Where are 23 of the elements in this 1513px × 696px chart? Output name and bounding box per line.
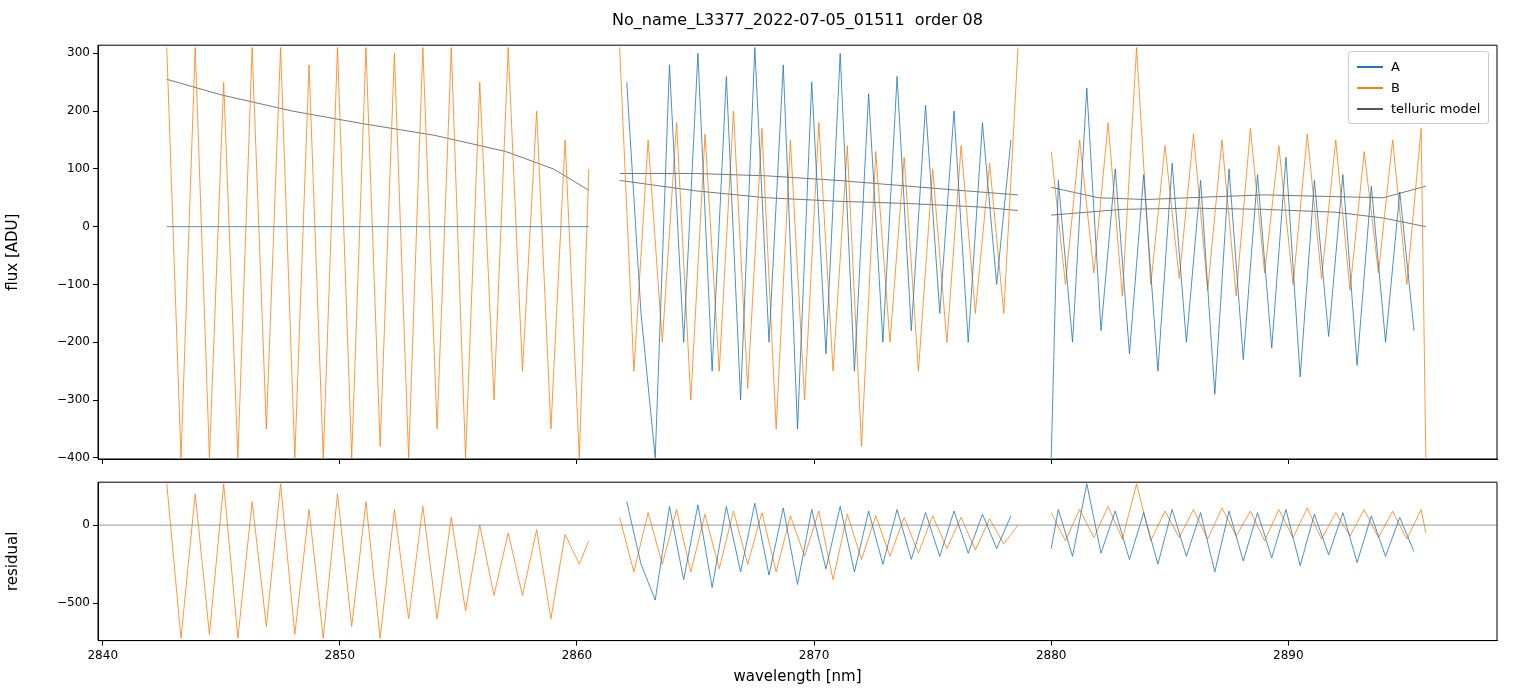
y-tick-label: 300 — [67, 45, 90, 60]
y-axis-title: flux [ADU] — [2, 213, 21, 291]
y-tick-label: 100 — [67, 161, 90, 175]
x-tick-label: 2880 — [1035, 647, 1067, 662]
legend-label: telluric model — [1391, 101, 1481, 117]
y-tick-label: 200 — [67, 103, 90, 118]
y-tick-label: −300 — [57, 392, 90, 407]
y-tick-label: 0 — [82, 218, 90, 233]
chart-title: No_name_L3377_2022-07-05_01511 order 08 — [611, 10, 984, 29]
y-axis-title: residual — [2, 531, 21, 592]
x-tick-label: 2870 — [798, 647, 830, 662]
y-tick-label: −400 — [57, 449, 90, 464]
x-axis-title: wavelength [nm] — [733, 666, 862, 685]
y-tick-label: −500 — [57, 595, 90, 610]
x-tick-label: 2850 — [324, 647, 356, 662]
x-tick-label: 2840 — [87, 647, 119, 662]
legend-label: B — [1391, 80, 1400, 96]
y-tick-label: −200 — [57, 334, 90, 349]
x-tick-label: 2890 — [1273, 647, 1304, 662]
x-tick-label: 2860 — [561, 647, 593, 662]
y-tick-label: 0 — [82, 517, 90, 532]
legend-label: A — [1391, 59, 1400, 75]
y-tick-label: −100 — [57, 276, 90, 291]
